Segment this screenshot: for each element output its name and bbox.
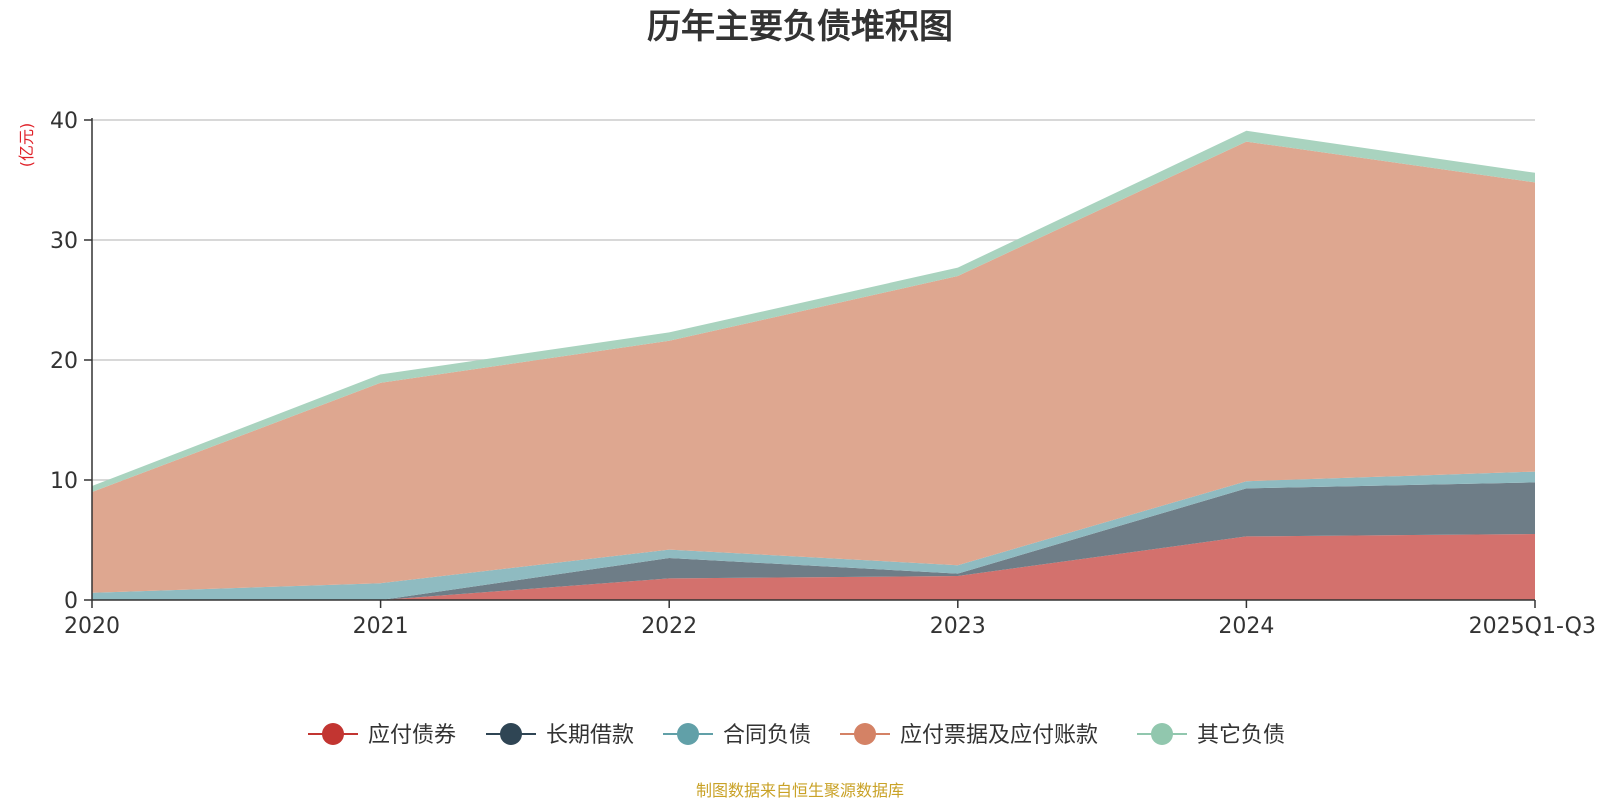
chart-title: 历年主要负债堆积图 <box>647 7 953 47</box>
area-series-3 <box>92 471 1535 600</box>
y-tick-label: 10 <box>50 469 78 494</box>
legend-label: 应付债券 <box>368 723 456 748</box>
y-tick-label: 40 <box>50 109 78 134</box>
y-ticks: 0 10 20 30 40 <box>50 109 78 614</box>
area-series-1 <box>92 534 1535 600</box>
legend-item-1[interactable]: 应付债券 <box>308 723 456 748</box>
legend-label: 其它负债 <box>1197 723 1285 748</box>
legend-item-3[interactable]: 合同负债 <box>663 723 811 748</box>
legend-marker <box>854 723 876 745</box>
y-tick-label: 20 <box>50 349 78 374</box>
x-tick-label: 2025Q1-Q3 <box>1469 614 1596 639</box>
legend[interactable]: 应付债券 长期借款 合同负债 应付票据及应付账款 其它负债 <box>308 723 1285 748</box>
legend-marker <box>322 723 344 745</box>
x-tick-label: 2024 <box>1218 614 1274 639</box>
source-note: 制图数据来自恒生聚源数据库 <box>696 781 904 800</box>
legend-item-5[interactable]: 其它负债 <box>1137 723 1285 748</box>
legend-marker <box>500 723 522 745</box>
legend-item-4[interactable]: 应付票据及应付账款 <box>840 723 1098 748</box>
legend-marker <box>1151 723 1173 745</box>
legend-item-2[interactable]: 长期借款 <box>486 723 634 748</box>
x-tick-label: 2020 <box>64 614 120 639</box>
legend-marker <box>677 723 699 745</box>
x-tick-label: 2023 <box>930 614 986 639</box>
legend-label: 合同负债 <box>723 723 811 748</box>
legend-label: 应付票据及应付账款 <box>900 723 1098 748</box>
legend-label: 长期借款 <box>546 723 634 748</box>
x-ticks: 2020 2021 2022 2023 2024 2025Q1-Q3 <box>64 614 1596 639</box>
y-tick-label: 30 <box>50 229 78 254</box>
area-series-4 <box>92 141 1535 593</box>
area-series-2 <box>92 482 1535 600</box>
x-tick-label: 2021 <box>353 614 409 639</box>
areas <box>92 130 1535 600</box>
axes <box>84 118 1536 608</box>
x-tick-label: 2022 <box>641 614 697 639</box>
y-tick-label: 0 <box>64 589 78 614</box>
y-axis-label: (亿元) <box>17 123 36 168</box>
